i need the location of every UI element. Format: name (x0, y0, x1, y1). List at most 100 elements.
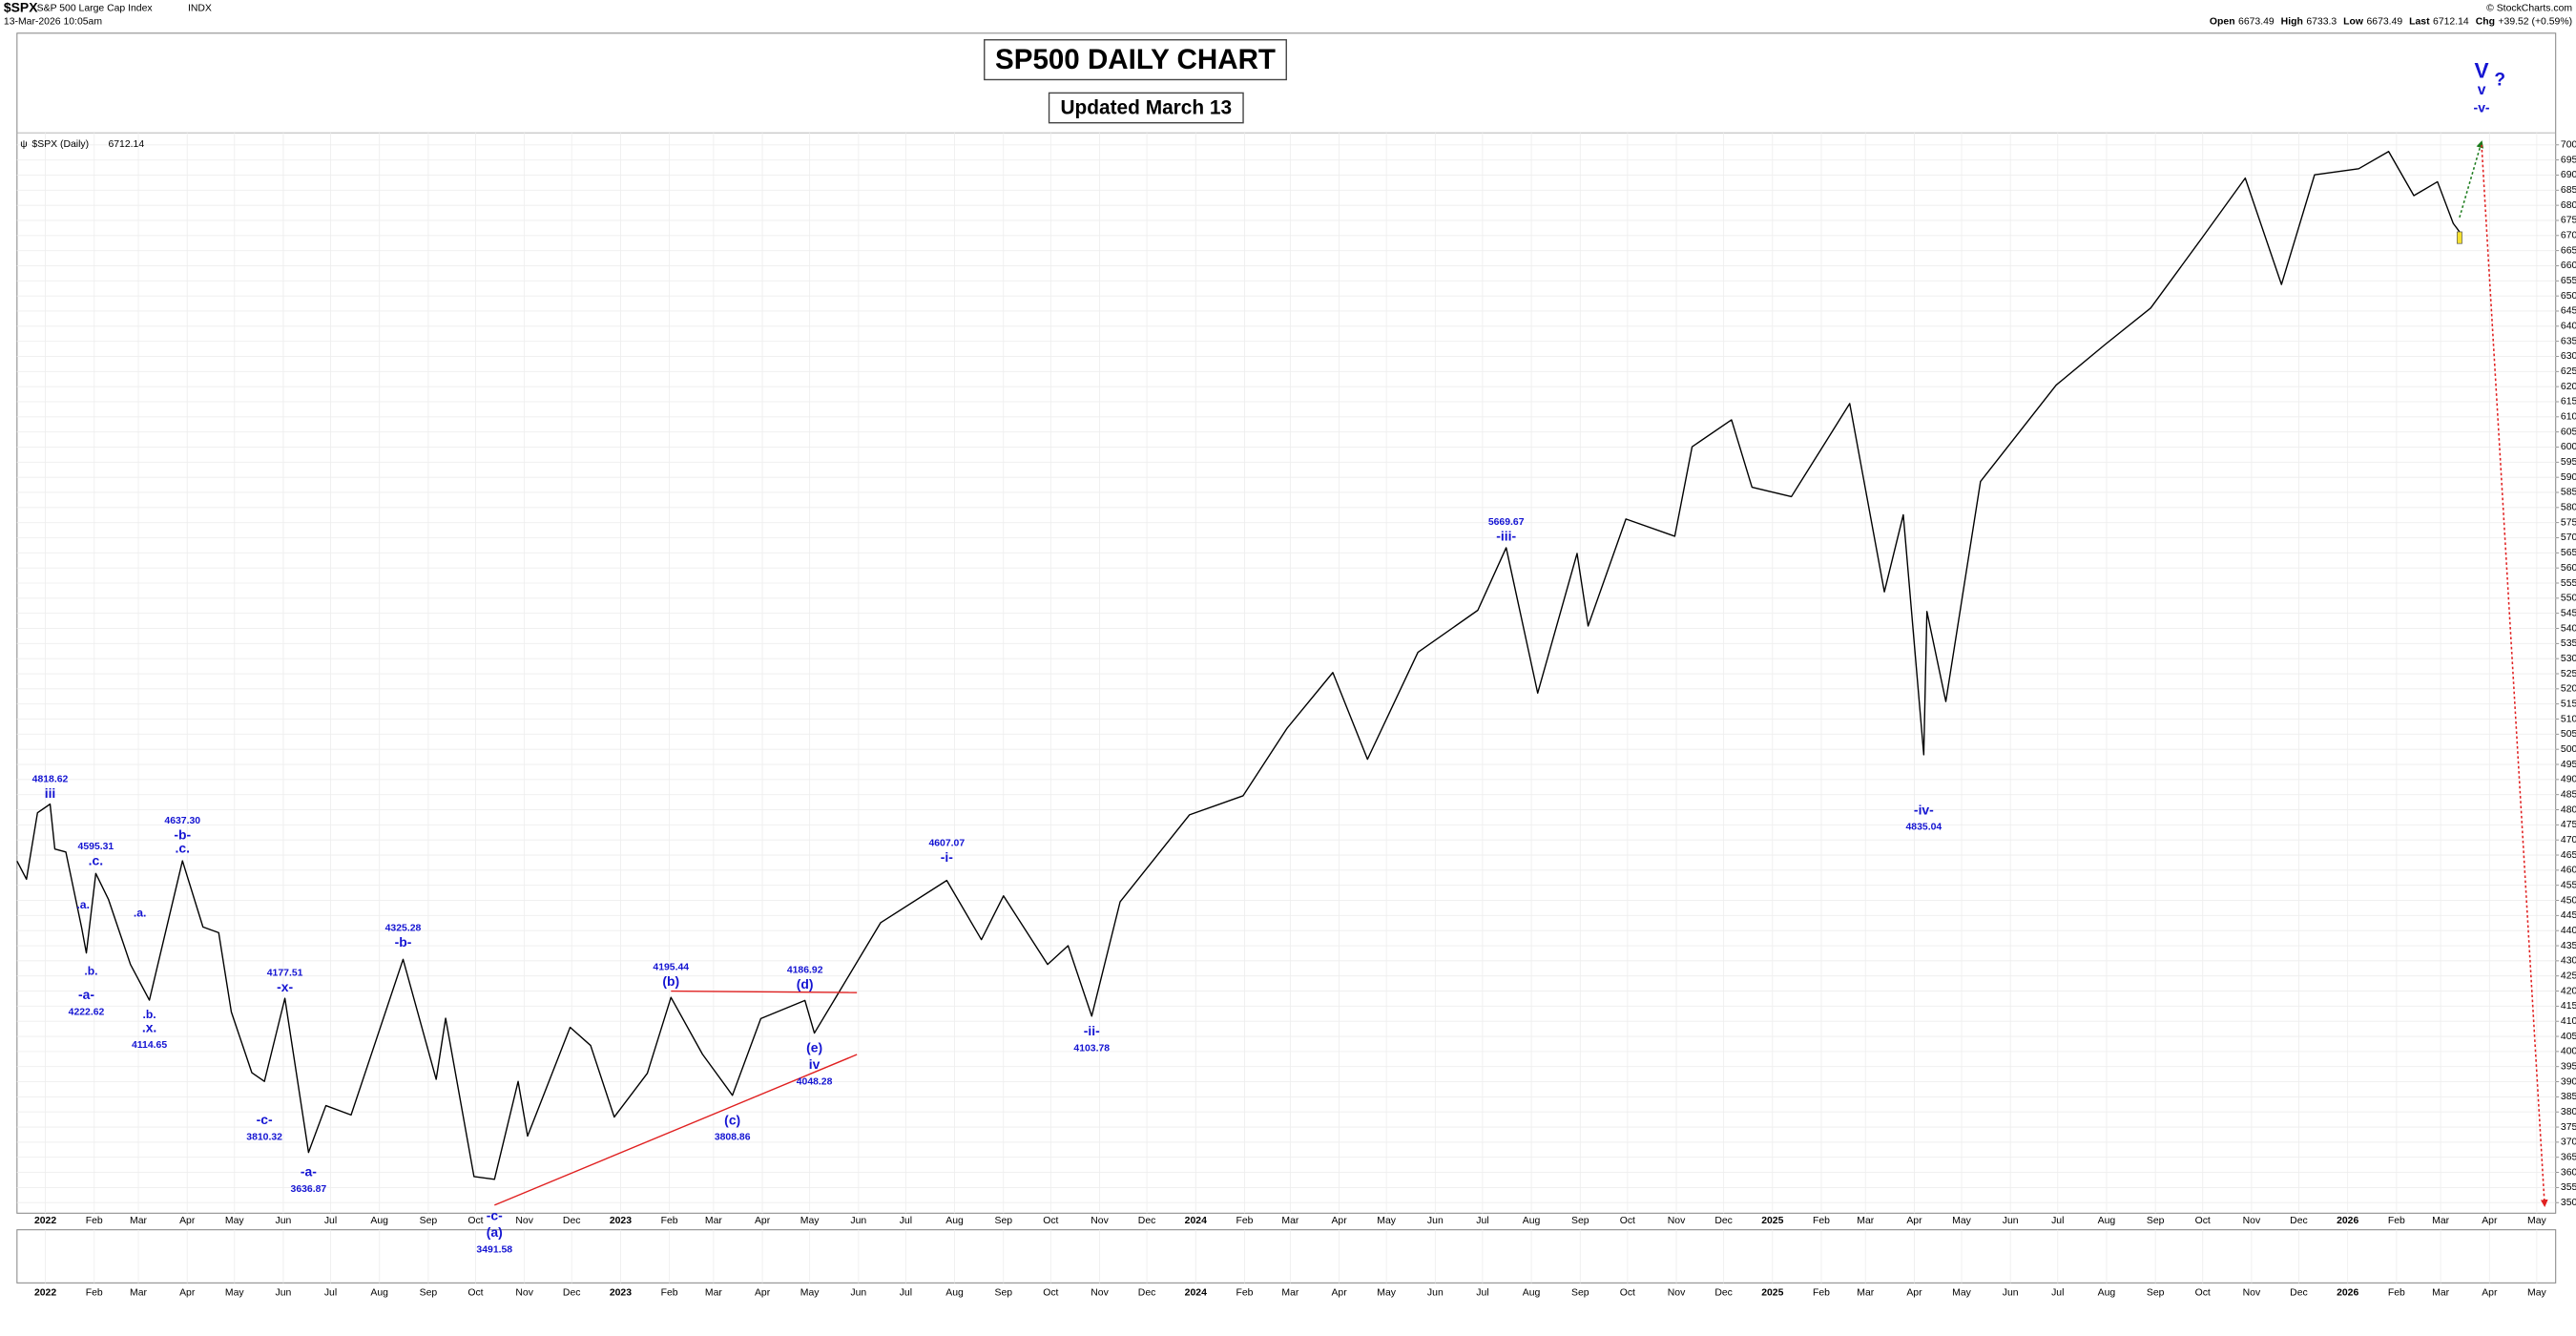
x-tick-label: Nov (515, 1288, 533, 1299)
y-tick-label: 5350 (2561, 638, 2576, 649)
wave-label: -c- (487, 1208, 503, 1223)
ohlc-text: Open 6673.49 High 6733.3 Low 6673.49 Last 6712.… (2210, 16, 2572, 27)
wave-label: (a) (487, 1224, 503, 1240)
x-tick-label: Nov (1668, 1288, 1686, 1299)
x-tick-label: Apr (179, 1216, 196, 1226)
x-tick-label: Apr (1331, 1216, 1347, 1226)
x-tick-label: Jun (850, 1288, 866, 1299)
x-tick-label: 2022 (34, 1216, 56, 1226)
y-tick-label: 3550 (2561, 1182, 2576, 1193)
x-tick-label: Dec (2290, 1216, 2308, 1226)
x-tick-label: Oct (2195, 1216, 2211, 1226)
x-tick-label: Nov (2243, 1216, 2261, 1226)
x-tick-label: Oct (467, 1288, 483, 1299)
wave-price: 4818.62 (32, 774, 69, 784)
x-tick-label: May (225, 1288, 244, 1299)
x-tick-label: Aug (2098, 1216, 2116, 1226)
x-tick-label: Jun (1427, 1216, 1444, 1226)
wave-price: 4186.92 (787, 965, 823, 975)
x-tick-label: Dec (563, 1216, 581, 1226)
wave-price: 3810.32 (246, 1132, 282, 1142)
y-tick-label: 7000 (2561, 140, 2576, 151)
y-tick-label: 5250 (2561, 669, 2576, 679)
y-tick-label: 6700 (2561, 231, 2576, 241)
x-tick-label: 2022 (34, 1288, 56, 1299)
y-tick-label: 6150 (2561, 397, 2576, 407)
legend-last: 6712.14 (108, 139, 144, 150)
x-tick-label: Feb (1236, 1288, 1254, 1299)
x-tick-label: Mar (2432, 1288, 2449, 1299)
wave-label: -a- (78, 987, 94, 1002)
x-tick-label: Jun (850, 1216, 866, 1226)
x-tick-label: Dec (2290, 1288, 2308, 1299)
y-tick-label: 6600 (2561, 261, 2576, 271)
wave-line (671, 990, 858, 993)
x-tick-label: Jul (900, 1216, 912, 1226)
x-tick-label: Nov (1668, 1216, 1686, 1226)
x-tick-label: May (800, 1216, 820, 1226)
x-tick-label: Jul (1476, 1288, 1488, 1299)
y-tick-label: 6450 (2561, 306, 2576, 317)
y-tick-label: 3650 (2561, 1152, 2576, 1162)
x-tick-label: Apr (1906, 1288, 1922, 1299)
ohlc-value: 6673.49 (2366, 16, 2402, 27)
x-tick-label: Dec (1714, 1216, 1733, 1226)
wave-price: 4195.44 (653, 963, 689, 973)
y-tick-label: 4250 (2561, 971, 2576, 981)
x-tick-label: Mar (705, 1216, 722, 1226)
y-tick-label: 3950 (2561, 1061, 2576, 1072)
wave-price: 5669.67 (1488, 517, 1525, 528)
x-tick-label: Aug (945, 1288, 964, 1299)
wave-price: 4835.04 (1906, 823, 1942, 833)
ohlc-bar: Open 6673.49 High 6733.3 Low 6673.49 Last 6712.… (2210, 16, 2572, 27)
x-tick-label: Jul (900, 1288, 912, 1299)
y-tick-label: 6200 (2561, 382, 2576, 392)
x-tick-label: Aug (945, 1216, 964, 1226)
y-tick-label: 6550 (2561, 276, 2576, 286)
wave-label: .c. (176, 840, 190, 855)
x-tick-label: Nov (2243, 1288, 2261, 1299)
target-note: ? (2494, 70, 2505, 90)
y-tick-label: 4000 (2561, 1047, 2576, 1057)
wave-line (2459, 140, 2484, 219)
x-tick-label: Sep (1571, 1288, 1589, 1299)
y-tick-label: 5800 (2561, 503, 2576, 513)
y-tick-label: 5450 (2561, 608, 2576, 618)
y-tick-label: 6800 (2561, 200, 2576, 211)
y-tick-label: 4300 (2561, 956, 2576, 967)
y-tick-label: 4800 (2561, 804, 2576, 815)
x-tick-label: Dec (1714, 1288, 1733, 1299)
copyright: © StockCharts.com (2486, 3, 2572, 13)
wave-price: 4222.62 (69, 1008, 105, 1018)
x-tick-label: Mar (1857, 1216, 1874, 1226)
x-tick-label: Apr (755, 1216, 771, 1226)
ohlc-value: +39.52 (+0.59%) (2498, 16, 2572, 27)
y-tick-label: 4100 (2561, 1016, 2576, 1027)
x-tick-label: Mar (130, 1288, 147, 1299)
x-tick-label: Mar (705, 1288, 722, 1299)
y-tick-label: 3850 (2561, 1092, 2576, 1102)
y-tick-label: 4550 (2561, 880, 2576, 890)
x-tick-label: 2026 (2337, 1216, 2358, 1226)
x-tick-label: May (2527, 1288, 2546, 1299)
x-tick-label: Mar (1281, 1288, 1298, 1299)
y-tick-label: 5400 (2561, 623, 2576, 634)
x-tick-label: 2025 (1761, 1216, 1783, 1226)
x-tick-label: Nov (1091, 1288, 1109, 1299)
wave-price: 4103.78 (1073, 1043, 1110, 1054)
y-tick-label: 4750 (2561, 820, 2576, 830)
x-tick-label: Mar (1857, 1288, 1874, 1299)
x-tick-label: Jun (1427, 1288, 1444, 1299)
x-tick-label: Oct (1043, 1288, 1058, 1299)
title-box (984, 39, 1287, 81)
price-panel (16, 32, 2557, 1214)
x-tick-label: Mar (2432, 1216, 2449, 1226)
y-tick-label: 6350 (2561, 336, 2576, 346)
wave-mark: .a. (76, 898, 90, 911)
y-tick-label: 6400 (2561, 322, 2576, 332)
y-tick-label: 5500 (2561, 594, 2576, 604)
price-line (16, 151, 2461, 1180)
x-tick-label: Sep (2147, 1216, 2165, 1226)
